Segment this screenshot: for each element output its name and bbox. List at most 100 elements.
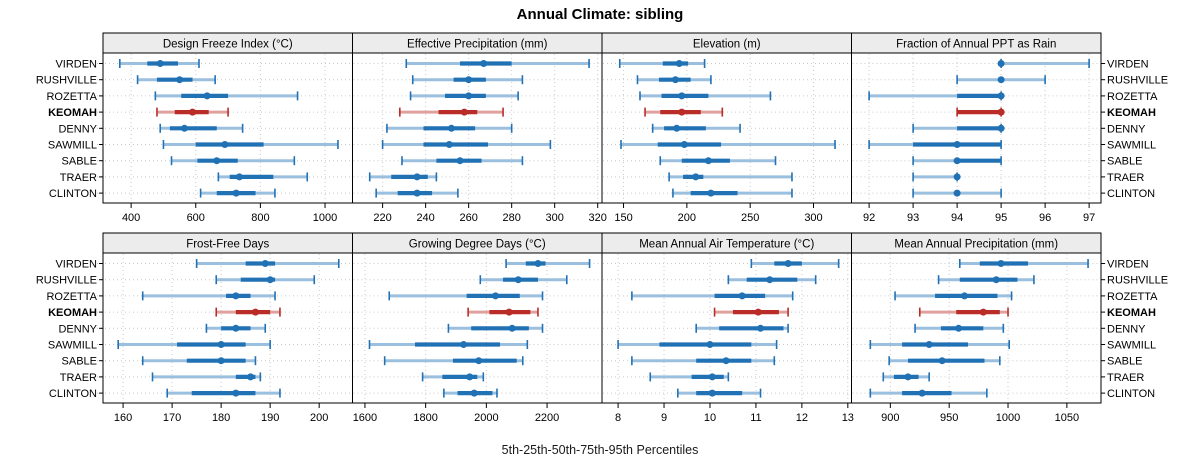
site-row-rozetta xyxy=(868,91,1005,101)
median-dot xyxy=(692,173,700,181)
median-dot xyxy=(997,76,1005,84)
median-dot xyxy=(251,308,259,316)
site-label-right-traer: TRAER xyxy=(1107,172,1144,184)
median-dot xyxy=(456,157,464,165)
median-dot xyxy=(997,124,1005,132)
site-label-right-denny: DENNY xyxy=(1107,123,1146,135)
median-dot xyxy=(707,189,715,197)
site-row-rushville xyxy=(215,275,316,285)
site-row-sable xyxy=(170,156,296,166)
site-row-sawmill xyxy=(162,140,339,149)
site-label-right-sawmill: SAWMILL xyxy=(1107,140,1156,152)
x-tick-label: 12 xyxy=(796,412,808,424)
site-label-left-rushville: RUSHVILLE xyxy=(36,75,97,87)
median-dot xyxy=(176,76,184,84)
site-label-right-rozetta: ROZETTA xyxy=(1107,91,1158,103)
site-label-right-sable: SABLE xyxy=(1107,356,1142,368)
x-tick-label: 13 xyxy=(842,412,854,424)
x-tick-label: 96 xyxy=(1039,212,1051,224)
site-row-rushville xyxy=(479,275,568,285)
site-row-keomah xyxy=(156,107,229,117)
x-tick-label: 220 xyxy=(373,212,391,224)
site-label-left-sawmill: SAWMILL xyxy=(48,140,97,152)
x-tick-label: 94 xyxy=(951,212,963,224)
median-dot xyxy=(766,276,774,284)
panel-effective-precipitation-mm: 220 240 260 280 300 320 Effective Precipitatio… xyxy=(352,32,607,224)
site-label-left-rozetta: ROZETTA xyxy=(46,291,97,303)
site-row-virden xyxy=(405,59,590,68)
x-tick-label: 11 xyxy=(750,412,761,424)
site-row-keomah xyxy=(713,307,789,317)
site-row-sawmill xyxy=(617,340,778,349)
site-row-sable xyxy=(912,156,1002,166)
median-dot xyxy=(992,276,1000,284)
site-label-left-rozetta: ROZETTA xyxy=(46,91,97,103)
median-dot xyxy=(261,260,269,267)
site-row-denny xyxy=(914,323,1005,333)
site-row-traer xyxy=(151,372,262,382)
median-dot xyxy=(925,341,933,348)
site-row-keomah xyxy=(956,107,1005,117)
panel-mean-annual-air-temperature-c: 8 9 10 11 12 13 Mean Annual Air Temperature (°… xyxy=(601,232,854,424)
row-labels-bottom: VIRDEN VIRDEN RUSHVILLE RUSHVILLE ROZETTA ROZ… xyxy=(36,259,1168,401)
x-tick-label: 320 xyxy=(589,212,607,224)
site-label-left-denny: DENNY xyxy=(58,323,97,335)
site-row-clinton xyxy=(166,388,281,398)
site-row-keomah xyxy=(215,307,281,317)
panel-strip xyxy=(851,232,1102,254)
site-label-left-keomah: KEOMAH xyxy=(48,307,97,319)
median-dot xyxy=(156,60,164,67)
median-dot xyxy=(960,292,968,300)
median-dot xyxy=(534,260,542,267)
x-tick-label: 1050 xyxy=(1055,412,1079,424)
median-dot xyxy=(505,308,513,316)
median-dot xyxy=(232,189,240,197)
panel-strip-title: Fraction of Annual PPT as Rain xyxy=(896,39,1056,51)
x-tick-label: 9 xyxy=(661,412,667,424)
site-row-clinton xyxy=(677,388,762,398)
site-label-left-keomah: KEOMAH xyxy=(48,107,97,119)
median-dot xyxy=(997,60,1005,67)
row-labels-top: VIRDEN VIRDEN RUSHVILLE RUSHVILLE ROZETTA ROZ… xyxy=(36,59,1168,201)
site-row-sawmill xyxy=(381,140,552,149)
median-dot xyxy=(232,324,240,332)
site-row-denny xyxy=(695,323,789,333)
x-tick-label: 92 xyxy=(863,212,875,224)
x-tick-label: 300 xyxy=(546,212,564,224)
site-label-left-denny: DENNY xyxy=(58,123,97,135)
site-label-left-virden: VIRDEN xyxy=(55,59,97,71)
median-dot xyxy=(475,357,483,365)
site-row-rozetta xyxy=(141,291,276,301)
median-dot xyxy=(955,324,963,332)
site-row-sable xyxy=(401,156,524,166)
site-label-left-virden: VIRDEN xyxy=(55,259,97,271)
site-row-keomah xyxy=(467,307,539,317)
median-dot xyxy=(180,124,188,132)
panel-strip-title: Frost-Free Days xyxy=(186,239,269,251)
site-label-left-sawmill: SAWMILL xyxy=(48,340,97,352)
site-row-traer xyxy=(649,372,730,382)
x-tick-label: 1000 xyxy=(313,212,337,224)
site-row-clinton xyxy=(443,388,498,398)
panel-design-freeze-index-c: 400 600 800 1000 Design Freeze Index (°C) xyxy=(97,32,353,224)
median-dot xyxy=(938,357,946,365)
median-dot xyxy=(678,108,686,116)
site-row-sable xyxy=(383,356,524,366)
site-row-virden xyxy=(618,59,706,68)
site-row-clinton xyxy=(912,188,1002,198)
site-row-sawmill xyxy=(869,340,1011,349)
site-label-left-traer: TRAER xyxy=(60,372,97,384)
site-label-right-rushville: RUSHVILLE xyxy=(1107,275,1168,287)
x-tick-label: 150 xyxy=(614,212,632,224)
site-row-keomah xyxy=(399,107,504,117)
median-dot xyxy=(904,373,912,381)
site-row-clinton xyxy=(199,188,276,198)
site-row-sable xyxy=(141,356,257,366)
x-tick-label: 240 xyxy=(416,212,434,224)
median-dot xyxy=(680,141,688,148)
median-dot xyxy=(708,389,716,397)
median-dot xyxy=(738,292,746,300)
x-tick-label: 170 xyxy=(163,412,181,424)
x-tick-label: 97 xyxy=(1083,212,1095,224)
x-tick-label: 95 xyxy=(995,212,1007,224)
